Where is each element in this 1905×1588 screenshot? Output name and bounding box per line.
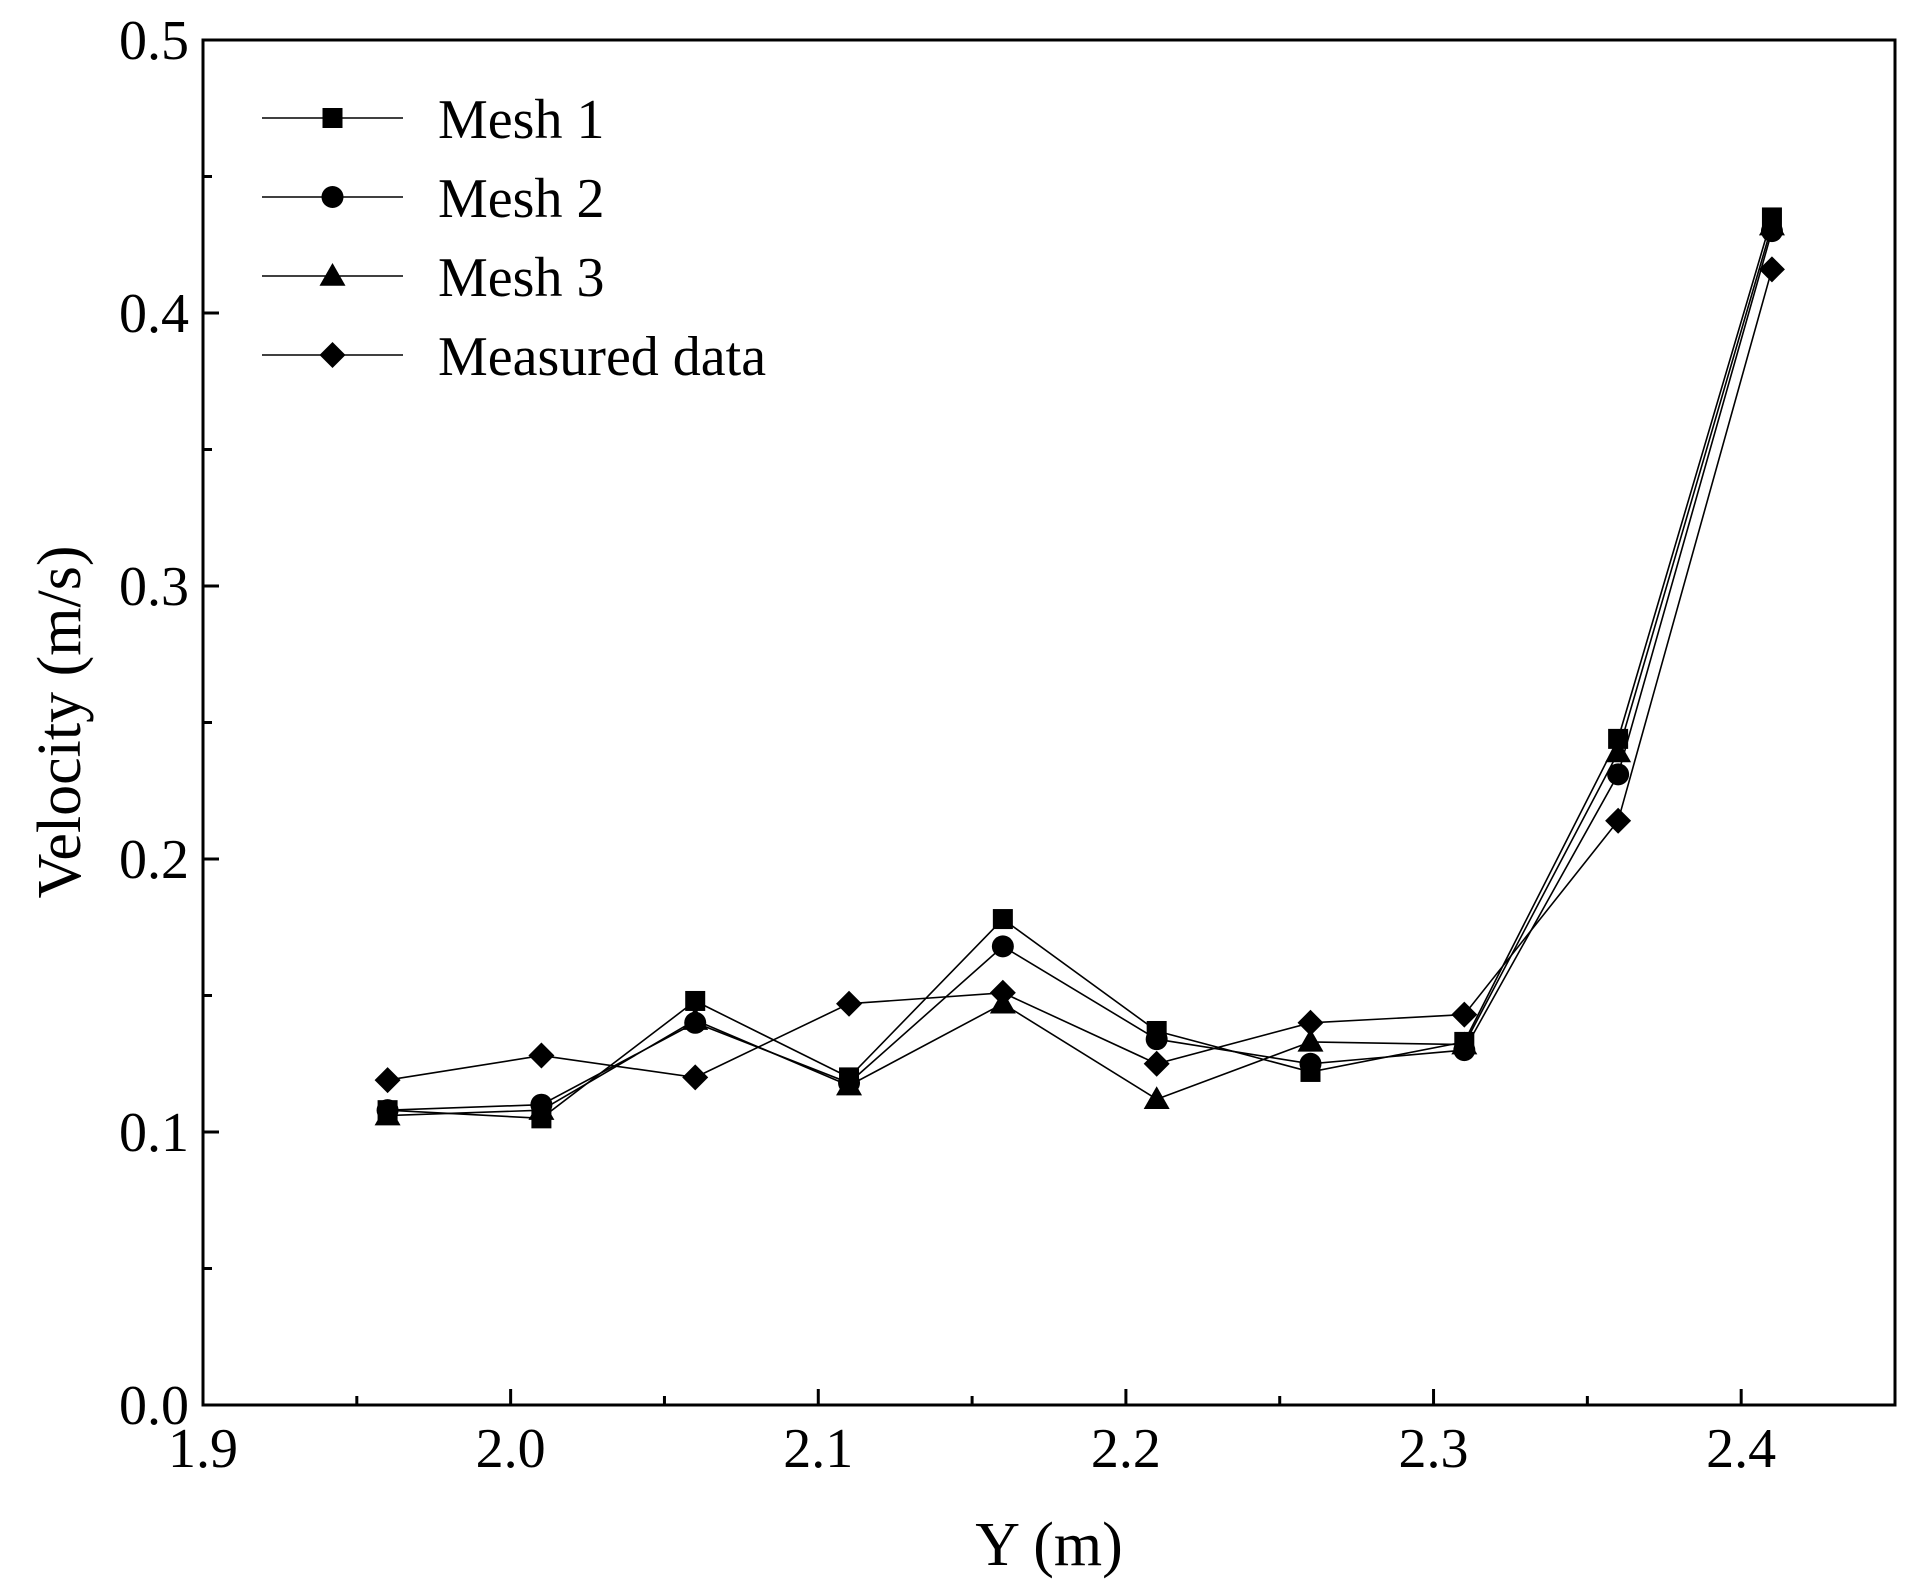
x-tick-label: 2.1	[783, 1418, 853, 1480]
x-tick-label: 2.3	[1399, 1418, 1469, 1480]
y-tick-label: 0.3	[119, 556, 189, 618]
legend-marker-mesh-3	[319, 263, 346, 286]
legend-marker-mesh-1	[322, 108, 343, 128]
x-axis-title: Y (m)	[975, 1511, 1123, 1579]
data-point-mesh-1	[1608, 728, 1629, 749]
data-point-mesh-3	[1758, 212, 1785, 236]
data-point-measured-data	[528, 1042, 555, 1069]
y-tick-label: 0.5	[119, 10, 189, 72]
series-markers	[374, 207, 1785, 1129]
series-lines	[387, 217, 1773, 1120]
y-tick-label: 0.1	[119, 1102, 189, 1164]
data-point-mesh-3	[1451, 1031, 1478, 1055]
legend-marker-measured-data	[319, 342, 346, 368]
data-point-measured-data	[1758, 256, 1785, 283]
legend-label-mesh-3: Mesh 3	[438, 247, 604, 309]
series-line-mesh-3	[387, 225, 1773, 1117]
data-point-measured-data	[836, 990, 863, 1017]
data-point-mesh-3	[836, 1072, 863, 1096]
y-tick-label: 0.0	[119, 1375, 189, 1437]
legend-label-measured-data: Measured data	[438, 326, 766, 388]
data-point-mesh-3	[1605, 739, 1632, 763]
y-axis-title: Velocity (m/s)	[26, 546, 94, 899]
legend: Mesh 1 Mesh 2 Mesh 3 Measured data	[262, 89, 766, 388]
data-point-mesh-3	[1297, 1028, 1324, 1052]
data-point-measured-data	[989, 979, 1016, 1006]
plot-frame	[201, 38, 1897, 1407]
y-tick-label: 0.4	[119, 283, 189, 345]
data-point-mesh-1	[992, 909, 1013, 930]
data-point-measured-data	[1143, 1050, 1170, 1077]
x-axis: 1.9 2.0 2.1 2.2 2.3 2.4	[168, 1389, 1897, 1480]
data-point-mesh-3	[374, 1102, 401, 1126]
data-point-measured-data	[682, 1064, 709, 1091]
x-tick-label: 2.0	[476, 1418, 546, 1480]
series-line-mesh-2	[387, 230, 1773, 1111]
legend-label-mesh-2: Mesh 2	[438, 168, 604, 230]
y-axis: 0.0 0.1 0.2 0.3 0.4 0.5	[119, 10, 219, 1437]
data-point-mesh-2	[1299, 1052, 1322, 1075]
y-tick-label: 0.2	[119, 829, 189, 891]
data-point-measured-data	[1451, 1001, 1478, 1028]
data-point-mesh-3	[1143, 1086, 1170, 1109]
x-tick-label: 2.2	[1091, 1418, 1161, 1480]
data-point-measured-data	[1297, 1009, 1324, 1036]
x-tick-label: 1.9	[168, 1418, 238, 1480]
data-point-mesh-3	[528, 1097, 555, 1120]
legend-label-mesh-1: Mesh 1	[438, 89, 604, 151]
data-point-measured-data	[1605, 807, 1632, 834]
data-point-measured-data	[374, 1067, 401, 1094]
series-line-measured-data	[387, 269, 1773, 1081]
series-line-mesh-1	[387, 217, 1773, 1120]
data-point-mesh-2	[1607, 763, 1630, 786]
data-point-mesh-3	[682, 1007, 709, 1030]
legend-marker-mesh-2	[321, 186, 344, 208]
data-point-mesh-1	[685, 990, 706, 1011]
x-tick-label: 2.4	[1706, 1418, 1776, 1480]
data-point-mesh-2	[1145, 1028, 1168, 1051]
data-point-mesh-2	[991, 935, 1014, 958]
